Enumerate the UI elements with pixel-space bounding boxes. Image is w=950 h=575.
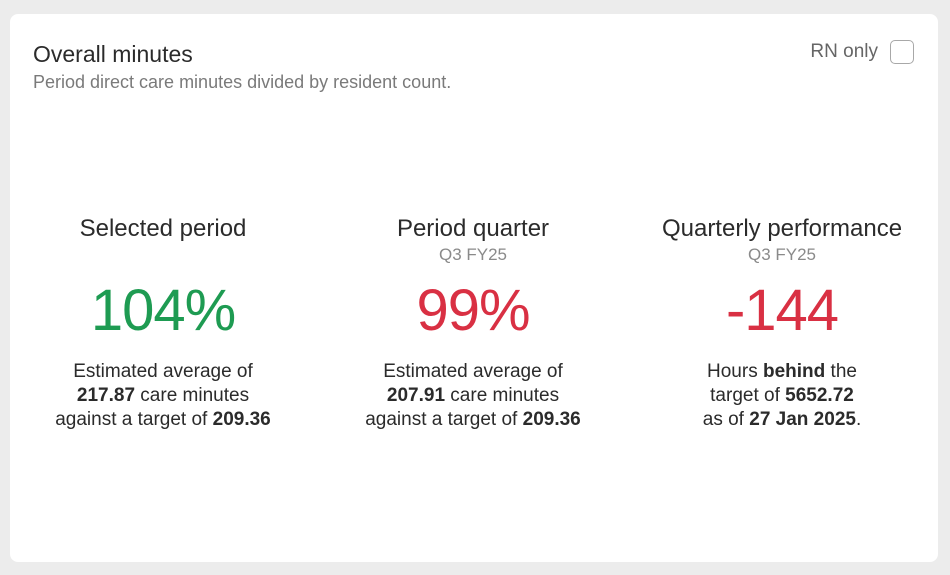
desc-line: Hours behind the <box>632 360 932 384</box>
desc-text: against a target of <box>365 409 523 430</box>
metric-value: -144 <box>725 278 839 343</box>
metric-value: 99% <box>416 278 530 343</box>
metric-quarterly-performance: Quarterly performance Q3 FY25 -144 Hours… <box>632 214 932 432</box>
card-title: Overall minutes <box>33 41 193 67</box>
metric-subtitle <box>13 244 313 266</box>
desc-text: against a target of <box>55 409 213 430</box>
desc-bold-value: 217.87 <box>76 385 136 406</box>
metric-title: Selected period <box>79 215 247 242</box>
rn-only-label[interactable]: RN only <box>810 41 878 62</box>
desc-line: 217.87 care minutes <box>13 384 313 408</box>
desc-line: target of 5652.72 <box>632 384 932 408</box>
desc-line: against a target of 209.36 <box>13 408 313 432</box>
desc-text: care minutes <box>445 385 560 406</box>
desc-bold-value: 209.36 <box>212 409 271 430</box>
desc-bold-value: 209.36 <box>522 409 581 430</box>
desc-text: Estimated average of <box>73 361 253 382</box>
desc-line: Estimated average of <box>13 360 313 384</box>
desc-text: the <box>825 361 857 382</box>
desc-text: care minutes <box>135 385 250 406</box>
desc-bold-value: 27 Jan 2025 <box>749 409 856 430</box>
metric-period-quarter: Period quarter Q3 FY25 99% Estimated ave… <box>323 214 623 432</box>
desc-text: Estimated average of <box>383 361 563 382</box>
metric-selected-period: Selected period 104% Estimated average o… <box>13 214 313 432</box>
card-header: Overall minutes Period direct care minut… <box>33 40 451 94</box>
desc-text: Hours <box>707 361 763 382</box>
desc-bold-value: behind <box>762 361 826 382</box>
metric-description: Estimated average of 207.91 care minutes… <box>323 360 623 432</box>
metric-subtitle: Q3 FY25 <box>438 245 508 264</box>
metric-value: 104% <box>90 278 236 343</box>
overall-minutes-card: Overall minutes Period direct care minut… <box>10 14 938 562</box>
desc-line: against a target of 209.36 <box>323 408 623 432</box>
metric-description: Estimated average of 217.87 care minutes… <box>13 360 313 432</box>
metric-description: Hours behind the target of 5652.72 as of… <box>632 360 932 432</box>
desc-line: Estimated average of <box>323 360 623 384</box>
metric-title: Quarterly performance <box>661 215 903 242</box>
card-subtitle: Period direct care minutes divided by re… <box>33 72 452 92</box>
desc-text: . <box>855 409 862 430</box>
metric-subtitle: Q3 FY25 <box>747 245 817 264</box>
rn-only-toggle[interactable]: RN only <box>810 40 914 64</box>
desc-text: target of <box>710 385 786 406</box>
rn-only-checkbox[interactable] <box>890 40 914 64</box>
desc-line: as of 27 Jan 2025. <box>632 408 932 432</box>
desc-line: 207.91 care minutes <box>323 384 623 408</box>
metrics-row: Selected period 104% Estimated average o… <box>10 214 938 454</box>
metric-title: Period quarter <box>396 215 550 242</box>
desc-bold-value: 5652.72 <box>785 385 854 406</box>
desc-bold-value: 207.91 <box>386 385 446 406</box>
desc-text: as of <box>702 409 750 430</box>
